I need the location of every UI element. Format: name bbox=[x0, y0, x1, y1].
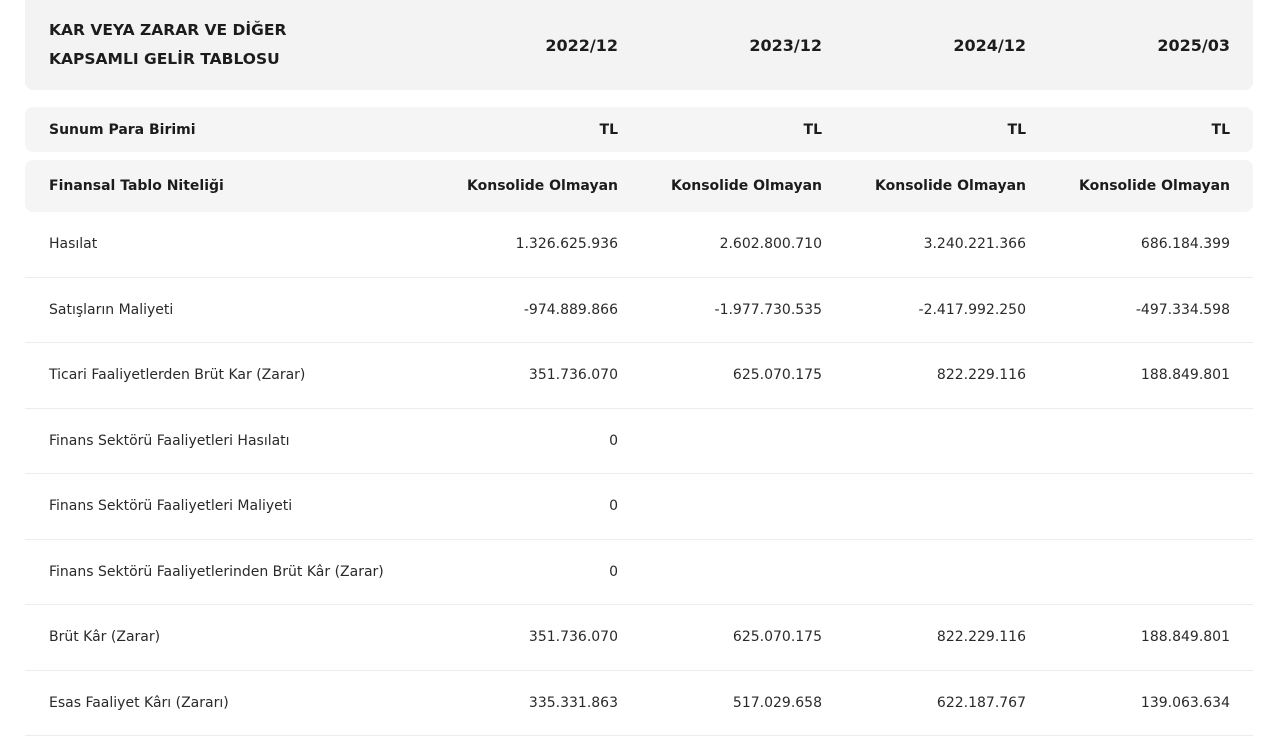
table-row: Ticari Faaliyetlerden Brüt Kar (Zarar) 3… bbox=[25, 343, 1253, 409]
table-header: KAR VEYA ZARAR VE DİĞER KAPSAMLI GELİR T… bbox=[25, 0, 1253, 90]
income-statement-table: KAR VEYA ZARAR VE DİĞER KAPSAMLI GELİR T… bbox=[25, 0, 1253, 736]
cell-value: 822.229.116 bbox=[822, 629, 1026, 645]
table-row: Satışların Maliyeti -974.889.866 -1.977.… bbox=[25, 278, 1253, 344]
currency-row: Sunum Para Birimi TL TL TL TL bbox=[25, 107, 1253, 152]
currency-value: TL bbox=[413, 122, 618, 138]
row-label: Satışların Maliyeti bbox=[25, 302, 413, 318]
cell-value: -974.889.866 bbox=[413, 302, 618, 318]
row-label: Finans Sektörü Faaliyetleri Hasılatı bbox=[25, 433, 413, 449]
period-header[interactable]: 2023/12 bbox=[618, 36, 822, 55]
statement-type-value: Konsolide Olmayan bbox=[618, 178, 822, 194]
cell-value: 139.063.634 bbox=[1026, 695, 1230, 711]
statement-type-label: Finansal Tablo Niteliği bbox=[25, 178, 413, 194]
table-row: Finans Sektörü Faaliyetleri Hasılatı 0 bbox=[25, 409, 1253, 475]
cell-value: -1.977.730.535 bbox=[618, 302, 822, 318]
cell-value: 2.602.800.710 bbox=[618, 236, 822, 252]
row-label: Esas Faaliyet Kârı (Zararı) bbox=[25, 695, 413, 711]
cell-value: 822.229.116 bbox=[822, 367, 1026, 383]
table-title: KAR VEYA ZARAR VE DİĞER KAPSAMLI GELİR T… bbox=[25, 16, 413, 74]
table-row: Finans Sektörü Faaliyetlerinden Brüt Kâr… bbox=[25, 540, 1253, 606]
cell-value: 622.187.767 bbox=[822, 695, 1026, 711]
cell-value: 188.849.801 bbox=[1026, 367, 1230, 383]
cell-value: 0 bbox=[413, 498, 618, 514]
currency-label: Sunum Para Birimi bbox=[25, 122, 413, 138]
statement-type-value: Konsolide Olmayan bbox=[413, 178, 618, 194]
cell-value: 625.070.175 bbox=[618, 367, 822, 383]
period-header[interactable]: 2024/12 bbox=[822, 36, 1026, 55]
table-row: Hasılat 1.326.625.936 2.602.800.710 3.24… bbox=[25, 212, 1253, 278]
period-header[interactable]: 2022/12 bbox=[413, 36, 618, 55]
row-label: Finans Sektörü Faaliyetleri Maliyeti bbox=[25, 498, 413, 514]
currency-value: TL bbox=[1026, 122, 1230, 138]
row-label: Ticari Faaliyetlerden Brüt Kar (Zarar) bbox=[25, 367, 413, 383]
currency-value: TL bbox=[618, 122, 822, 138]
table-row: Esas Faaliyet Kârı (Zararı) 335.331.863 … bbox=[25, 671, 1253, 736]
statement-type-row: Finansal Tablo Niteliği Konsolide Olmaya… bbox=[25, 160, 1253, 212]
statement-type-value: Konsolide Olmayan bbox=[1026, 178, 1230, 194]
cell-value: 625.070.175 bbox=[618, 629, 822, 645]
cell-value: 351.736.070 bbox=[413, 367, 618, 383]
row-label: Brüt Kâr (Zarar) bbox=[25, 629, 413, 645]
currency-value: TL bbox=[822, 122, 1026, 138]
cell-value: 3.240.221.366 bbox=[822, 236, 1026, 252]
row-label: Hasılat bbox=[25, 236, 413, 252]
cell-value: 188.849.801 bbox=[1026, 629, 1230, 645]
table-row: Finans Sektörü Faaliyetleri Maliyeti 0 bbox=[25, 474, 1253, 540]
row-label: Finans Sektörü Faaliyetlerinden Brüt Kâr… bbox=[25, 564, 413, 580]
statement-type-value: Konsolide Olmayan bbox=[822, 178, 1026, 194]
table-row: Brüt Kâr (Zarar) 351.736.070 625.070.175… bbox=[25, 605, 1253, 671]
cell-value: 517.029.658 bbox=[618, 695, 822, 711]
cell-value: 0 bbox=[413, 433, 618, 449]
cell-value: 1.326.625.936 bbox=[413, 236, 618, 252]
cell-value: -2.417.992.250 bbox=[822, 302, 1026, 318]
cell-value: -497.334.598 bbox=[1026, 302, 1230, 318]
cell-value: 351.736.070 bbox=[413, 629, 618, 645]
period-header[interactable]: 2025/03 bbox=[1026, 36, 1230, 55]
cell-value: 335.331.863 bbox=[413, 695, 618, 711]
cell-value: 0 bbox=[413, 564, 618, 580]
cell-value: 686.184.399 bbox=[1026, 236, 1230, 252]
